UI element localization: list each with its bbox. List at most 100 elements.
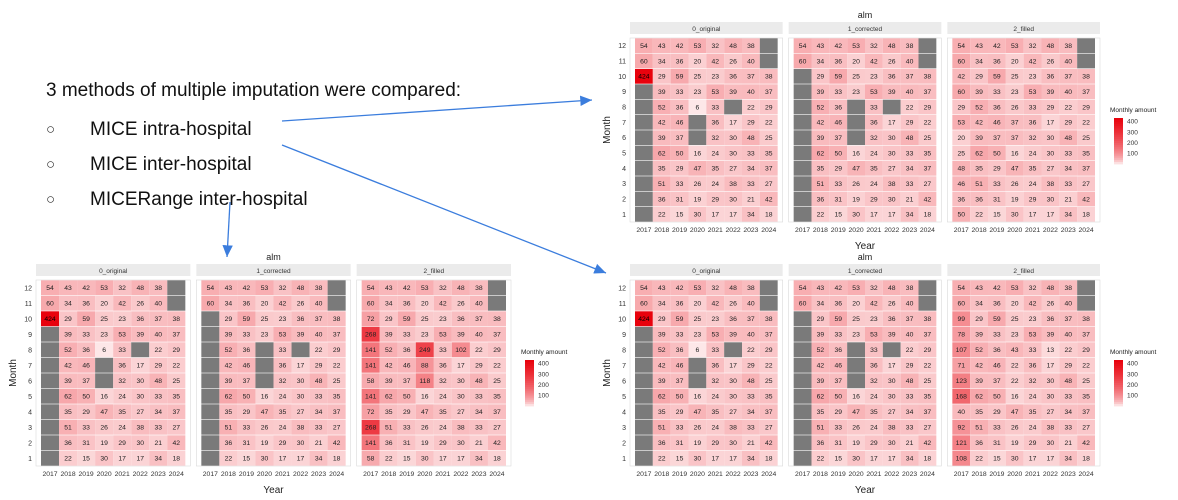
heatmap-cell (742, 435, 760, 451)
x-tick-label: 2019 (989, 471, 1004, 478)
cell-value-label: 25 (694, 74, 702, 81)
cell-value-label: 54 (367, 285, 375, 292)
heatmap-cell (201, 326, 220, 342)
heatmap-cell (882, 38, 901, 54)
heatmap-cell (688, 373, 707, 389)
heatmap-cell (988, 68, 1006, 84)
heatmap-cell (793, 206, 812, 222)
heatmap-cell (113, 280, 132, 296)
cell-value-label: 22 (765, 120, 773, 127)
heatmap-cell (415, 373, 434, 389)
cell-value-label: 29 (975, 74, 983, 81)
cell-value-label: 141 (365, 363, 377, 370)
heatmap-cell (847, 68, 865, 84)
cell-value-label: 29 (765, 104, 773, 111)
heatmap-cell (688, 435, 707, 451)
cell-value-label: 33 (834, 181, 842, 188)
cell-value-label: 22 (817, 456, 825, 463)
heatmap-cell (829, 53, 848, 69)
cell-value-label: 72 (367, 409, 375, 416)
heatmap-cell (742, 191, 760, 207)
heatmap-cell (201, 280, 220, 296)
heatmap-cell (1005, 419, 1024, 435)
cell-value-label: 34 (658, 58, 666, 65)
heatmap-cell (635, 450, 653, 466)
heatmap-cell (918, 419, 937, 435)
heatmap-cell (811, 206, 830, 222)
heatmap-cell (847, 388, 865, 404)
heatmap-cell (1041, 295, 1060, 311)
heatmap-cell (652, 311, 671, 327)
heatmap-cell (469, 373, 488, 389)
heatmap-cell (882, 435, 901, 451)
x-tick-label: 2022 (453, 471, 468, 478)
cell-value-label: 60 (367, 301, 375, 308)
cell-value-label: 46 (993, 120, 1001, 127)
facet-label: 1_corrected (848, 268, 883, 275)
heatmap-cell (759, 419, 778, 435)
heatmap-cell (900, 357, 919, 373)
heatmap-cell (847, 99, 865, 115)
heatmap-cell (829, 311, 848, 327)
cell-value-label: 29 (658, 74, 666, 81)
heatmap-cell (865, 176, 883, 192)
facet-strip (947, 22, 1100, 34)
cell-value-label: 50 (834, 150, 842, 157)
arrow-inter-hospital (281, 144, 607, 274)
heatmap-cell (469, 357, 488, 373)
cell-value-label: 36 (243, 347, 251, 354)
cell-value-label: 40 (906, 301, 914, 308)
facet-strip (947, 264, 1100, 276)
cell-value-label: 42 (834, 43, 842, 50)
heatmap-cell (670, 419, 689, 435)
heatmap-cell (255, 373, 274, 389)
heatmap-cell (811, 280, 830, 296)
heatmap-cell (988, 342, 1006, 358)
cell-value-label: 34 (906, 456, 914, 463)
heatmap-cell (847, 326, 865, 342)
cell-value-label: 22 (747, 347, 755, 354)
cell-value-label: 38 (1047, 181, 1055, 188)
heatmap-cell (451, 419, 470, 435)
legend-gradient-step (1114, 154, 1123, 157)
heatmap-cell (882, 68, 901, 84)
heatmap-cell (918, 84, 937, 100)
cell-value-label: 36 (658, 440, 666, 447)
heatmap-cell (829, 176, 848, 192)
heatmap-cell (95, 357, 114, 373)
cell-value-label: 29 (1047, 104, 1055, 111)
x-tick-label: 2021 (866, 227, 881, 234)
cell-value-label: 27 (888, 409, 896, 416)
method-item-1: ○ MICE intra-hospital (46, 112, 516, 147)
heatmap-cell (952, 311, 971, 327)
heatmap-cell (433, 373, 452, 389)
heatmap-cell (1077, 311, 1095, 327)
cell-value-label: 32 (870, 43, 878, 50)
heatmap-cell (847, 450, 865, 466)
cell-value-label: 17 (136, 363, 144, 370)
cell-value-label: 42 (676, 285, 684, 292)
heatmap-cell (149, 295, 168, 311)
heatmap-cell (988, 53, 1006, 69)
heatmap-cell (918, 99, 937, 115)
heatmap-cell (95, 326, 114, 342)
cell-value-label: 30 (457, 394, 465, 401)
heatmap-cell (918, 342, 937, 358)
cell-value-label: 15 (676, 456, 684, 463)
x-tick-label: 2021 (708, 471, 723, 478)
cell-value-label: 33 (475, 425, 483, 432)
heatmap-cell (952, 160, 971, 176)
method-item-2: ○ MICE inter-hospital (46, 147, 516, 182)
heatmap-cell (918, 176, 937, 192)
cell-value-label: 34 (1064, 166, 1072, 173)
heatmap-cell (1059, 130, 1078, 146)
cell-value-label: 29 (906, 363, 914, 370)
cell-value-label: 35 (173, 394, 181, 401)
cell-value-label: 30 (729, 135, 737, 142)
heatmap-cell (865, 450, 883, 466)
cell-value-label: 27 (493, 425, 501, 432)
heatmap-cell (724, 130, 742, 146)
heatmap-cell (811, 450, 830, 466)
cell-value-label: 52 (658, 104, 666, 111)
cell-value-label: 53 (100, 285, 108, 292)
